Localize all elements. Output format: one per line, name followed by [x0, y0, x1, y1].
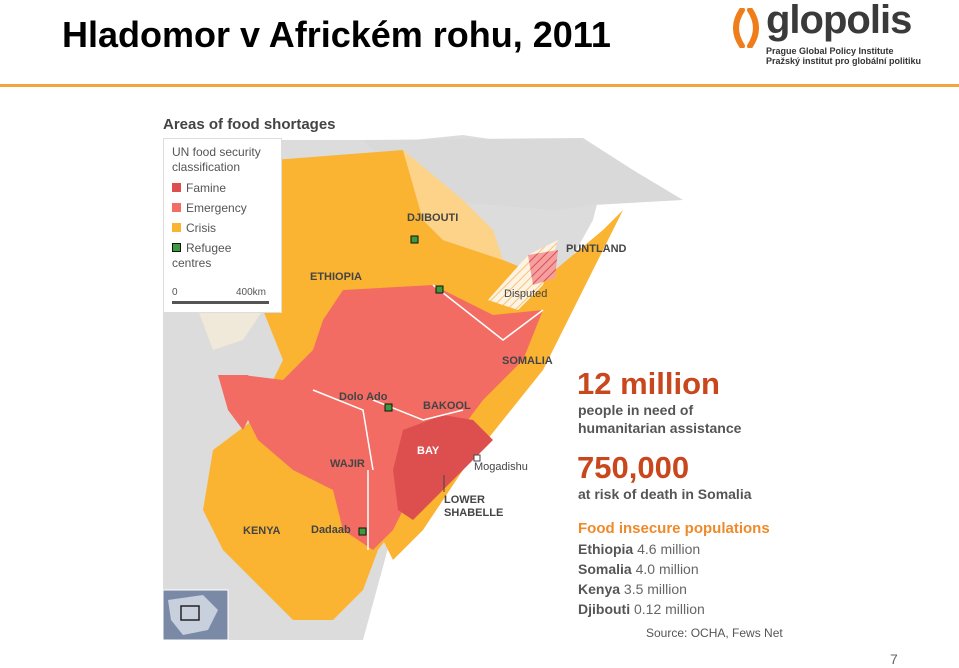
logo-subtitle-en: Prague Global Policy Institute	[766, 46, 894, 56]
risk-of-death-number: 750,000	[577, 450, 690, 485]
label-mogadishu: Mogadishu	[474, 461, 528, 473]
population-value: 3.5 million	[623, 581, 687, 597]
label-wajir: WAJIR	[330, 458, 365, 470]
people-in-need-line1: people in need of	[578, 402, 694, 418]
people-in-need-number: 12 million	[577, 366, 720, 401]
refugee-centre-dolo-ado	[384, 403, 393, 412]
label-dolo-ado: Dolo Ado	[339, 391, 388, 403]
label-bakool: BAKOOL	[423, 400, 471, 412]
refugee-centre-dadaab	[358, 527, 367, 536]
logo-wordmark: glopolis	[766, 0, 912, 42]
famine-region	[393, 415, 493, 520]
legend-crisis-label: Crisis	[186, 221, 216, 235]
title-divider	[0, 84, 959, 87]
page-number: 7	[890, 651, 898, 667]
legend-emergency-label: Emergency	[186, 201, 247, 215]
slide-title: Hladomor v Africkém rohu, 2011	[62, 14, 611, 55]
map-heading: Areas of food shortages	[163, 116, 336, 133]
population-row: Djibouti 0.12 million	[578, 601, 705, 617]
legend-famine-label: Famine	[186, 181, 227, 195]
label-disputed: Disputed	[504, 288, 548, 300]
emergency-swatch	[172, 203, 181, 212]
label-djibouti: DJIBOUTI	[407, 212, 459, 224]
label-ethiopia: ETHIOPIA	[310, 271, 362, 283]
emergency-region	[223, 285, 543, 550]
refugee-swatch	[172, 243, 181, 252]
legend-crisis: Crisis	[172, 221, 216, 236]
populations-heading: Food insecure populations	[578, 520, 770, 537]
legend-title: UN food security classification	[172, 145, 261, 174]
legend-refugee-label: Refugee centres	[172, 241, 232, 270]
label-dadaab: Dadaab	[311, 524, 351, 536]
label-bay: BAY	[417, 445, 440, 457]
population-value: 4.6 million	[637, 541, 701, 557]
glopolis-logo: glopolis Prague Global Policy Institute …	[728, 0, 928, 66]
population-country: Ethiopia	[578, 541, 634, 557]
map-legend: UN food security classification Famine E…	[163, 138, 282, 313]
stressed-region	[403, 150, 503, 260]
inset-land	[168, 595, 218, 635]
disputed-famine-area	[528, 250, 558, 285]
population-country: Somalia	[578, 561, 632, 577]
population-country: Kenya	[578, 581, 621, 597]
label-somalia: SOMALIA	[502, 355, 553, 367]
population-row: Ethiopia 4.6 million	[578, 541, 700, 557]
scale-end: 400km	[236, 287, 267, 298]
source-note: Source: OCHA, Fews Net	[646, 626, 783, 640]
refugee-centre-djibouti	[410, 235, 419, 244]
population-value: 0.12 million	[634, 601, 705, 617]
population-country: Djibouti	[578, 601, 631, 617]
glopolis-mark-icon	[733, 8, 759, 48]
label-kenya: KENYA	[243, 525, 281, 537]
food-shortage-map: Areas of food shortages UN food security…	[163, 110, 793, 640]
legend-famine: Famine	[172, 181, 226, 196]
people-in-need-line2: humanitarian assistance	[578, 420, 742, 436]
label-puntland: PUNTLAND	[566, 243, 627, 255]
population-value: 4.0 million	[635, 561, 699, 577]
scale-bar	[172, 301, 269, 304]
famine-swatch	[172, 183, 181, 192]
inset-focus-box	[180, 605, 200, 621]
risk-of-death-text: at risk of death in Somalia	[578, 486, 752, 502]
country-borders	[312, 284, 544, 550]
logo-subtitle-cz: Pražský institut pro globální politiku	[766, 56, 922, 66]
scale-start: 0	[172, 287, 178, 298]
legend-emergency: Emergency	[172, 201, 247, 216]
population-row: Kenya 3.5 million	[578, 581, 687, 597]
population-row: Somalia 4.0 million	[578, 561, 699, 577]
mogadishu-marker	[473, 454, 481, 462]
label-lower: LOWER	[444, 494, 485, 506]
crisis-swatch	[172, 223, 181, 232]
legend-refugee: Refugee centres	[172, 241, 242, 271]
emergency-region-west	[218, 375, 258, 430]
label-shabelle: SHABELLE	[444, 507, 504, 519]
refugee-centre-ethiopia-north	[435, 285, 444, 294]
map-graphic	[163, 110, 793, 640]
